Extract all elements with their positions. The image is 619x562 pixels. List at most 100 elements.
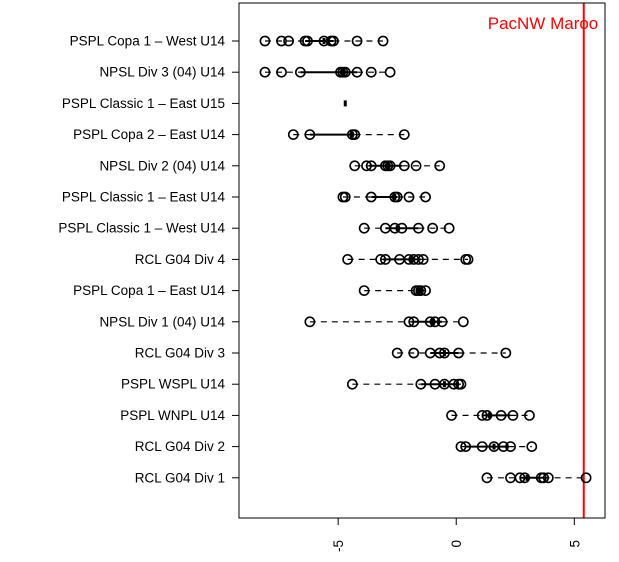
data-point (294, 66, 306, 78)
y-tick-label: PSPL Classic 1 – East U15 (62, 96, 225, 111)
box-group (259, 35, 389, 47)
data-point (507, 409, 519, 421)
y-tick-label: PSPL WNPL U14 (120, 408, 225, 423)
data-point (349, 129, 361, 140)
y-tick-label: PSPL Classic 1 – East U14 (62, 190, 226, 205)
data-point (420, 191, 431, 203)
data-point (542, 472, 554, 484)
data-point (276, 35, 287, 47)
y-tick-label: PSPL Copa 1 – East U14 (73, 283, 225, 298)
y-tick-label: RCL G04 Div 2 (135, 439, 225, 454)
data-point (519, 472, 531, 484)
y-tick-label: RCL G04 Div 4 (135, 252, 226, 267)
x-tick-label: 0 (449, 540, 464, 548)
data-point (448, 378, 460, 390)
data-point (417, 253, 429, 265)
data-point (476, 409, 488, 421)
x-tick-label: 5 (567, 540, 582, 548)
box-group (349, 160, 446, 172)
data-point (398, 160, 410, 172)
data-point (346, 378, 358, 390)
data-point (302, 35, 313, 47)
y-tick-label: PSPL Classic 1 – West U14 (58, 221, 225, 236)
data-point (481, 409, 493, 421)
data-point (408, 347, 420, 359)
box-group (342, 253, 474, 265)
data-point (384, 160, 396, 172)
boxplot-layer (259, 35, 592, 484)
data-point (443, 222, 455, 234)
data-point (328, 35, 339, 47)
data-point (391, 191, 403, 203)
box-group (304, 316, 469, 328)
data-point (276, 66, 287, 78)
data-point (415, 378, 427, 390)
data-point (391, 347, 403, 359)
data-point (453, 347, 464, 359)
data-point (358, 222, 370, 234)
data-point (505, 441, 516, 452)
data-point (446, 409, 457, 421)
data-point (287, 129, 299, 140)
y-tick-label: NPSL Div 2 (04) U14 (99, 158, 225, 173)
data-point (377, 35, 389, 47)
data-point (476, 441, 488, 452)
data-point (413, 222, 424, 234)
y-tick-label: RCL G04 Div 1 (135, 470, 225, 485)
data-point (389, 222, 401, 234)
data-point (358, 285, 370, 296)
box-group (287, 129, 410, 140)
y-tick-label: RCL G04 Div 3 (135, 346, 225, 361)
data-point (500, 347, 512, 359)
data-point (434, 347, 446, 359)
data-point (361, 160, 372, 172)
data-point (460, 441, 472, 452)
data-point (403, 191, 415, 203)
reference-line-label: PacNW Maroo (488, 14, 599, 33)
box-group (455, 441, 538, 452)
data-point (413, 253, 424, 265)
data-point (514, 472, 526, 484)
data-point (420, 285, 431, 296)
data-point (384, 66, 396, 78)
data-point (429, 316, 441, 328)
data-point (434, 160, 446, 172)
data-point (342, 253, 354, 265)
data-point (379, 253, 391, 265)
data-point (524, 409, 535, 421)
data-point (398, 129, 410, 140)
data-point (365, 160, 377, 172)
box-group (391, 347, 512, 359)
data-point (283, 35, 294, 47)
y-tick-label: NPSL Div 3 (04) U14 (99, 65, 225, 80)
data-point (396, 222, 408, 234)
plot-frame (238, 2, 606, 519)
data-point (351, 35, 363, 47)
data-point (304, 316, 316, 328)
data-point (580, 472, 592, 484)
box-group (358, 285, 431, 296)
data-point (495, 409, 507, 421)
data-point (455, 441, 467, 452)
box-group (481, 472, 592, 484)
data-point (351, 66, 363, 78)
data-point (410, 160, 422, 172)
data-point (424, 316, 436, 328)
axis-layer: PSPL Copa 1 – West U14 NPSL Div 3 (04) U1… (58, 34, 582, 553)
box-group (446, 409, 535, 421)
data-point (457, 316, 469, 328)
data-point (455, 378, 467, 390)
data-point (538, 472, 550, 484)
data-point (408, 316, 420, 328)
data-point (259, 35, 271, 47)
box-group (259, 66, 396, 78)
data-point (339, 191, 351, 203)
data-point (349, 160, 361, 172)
data-point (526, 441, 538, 452)
data-point (259, 66, 271, 78)
data-point (436, 316, 448, 328)
y-tick-label: NPSL Div 1 (04) U14 (99, 314, 225, 329)
y-tick-label: PSPL WSPL U14 (121, 377, 226, 392)
data-point (439, 347, 450, 359)
box-group (358, 222, 455, 234)
